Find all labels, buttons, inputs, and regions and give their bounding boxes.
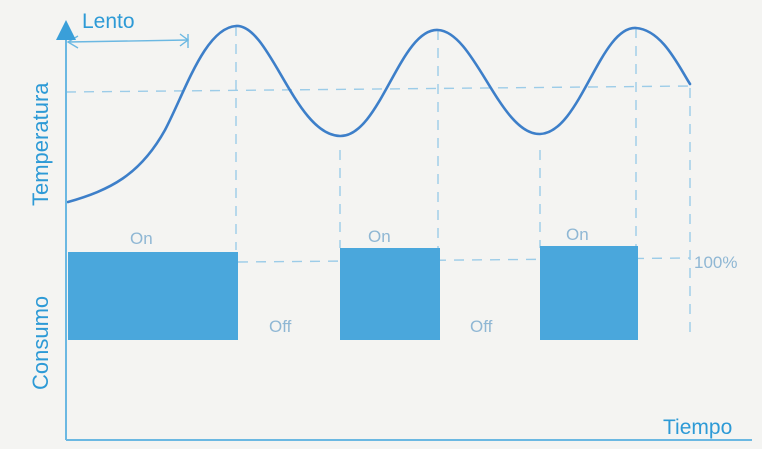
on-block-3	[540, 246, 638, 340]
y-axis-consumption-label: Consumo	[28, 296, 53, 390]
on-label-2: On	[368, 227, 391, 246]
on-label-3: On	[566, 225, 589, 244]
level-100-line	[237, 257, 691, 263]
on-label-1: On	[130, 229, 153, 248]
off-label-1: Off	[269, 317, 292, 336]
on-blocks	[68, 246, 638, 340]
temperature-curve	[66, 24, 692, 204]
level-100-label: 100%	[694, 253, 737, 272]
off-label-2: Off	[470, 317, 493, 336]
on-block-1	[68, 252, 238, 340]
y-axis-temperature-label: Temperatura	[28, 82, 53, 206]
on-block-2	[340, 248, 440, 340]
slow-label: Lento	[82, 10, 135, 33]
guide-lines	[65, 26, 693, 340]
slow-interval-arrow	[66, 33, 190, 49]
setpoint-line	[65, 85, 693, 93]
axes	[56, 20, 752, 441]
x-axis-label: Tiempo	[663, 416, 732, 439]
